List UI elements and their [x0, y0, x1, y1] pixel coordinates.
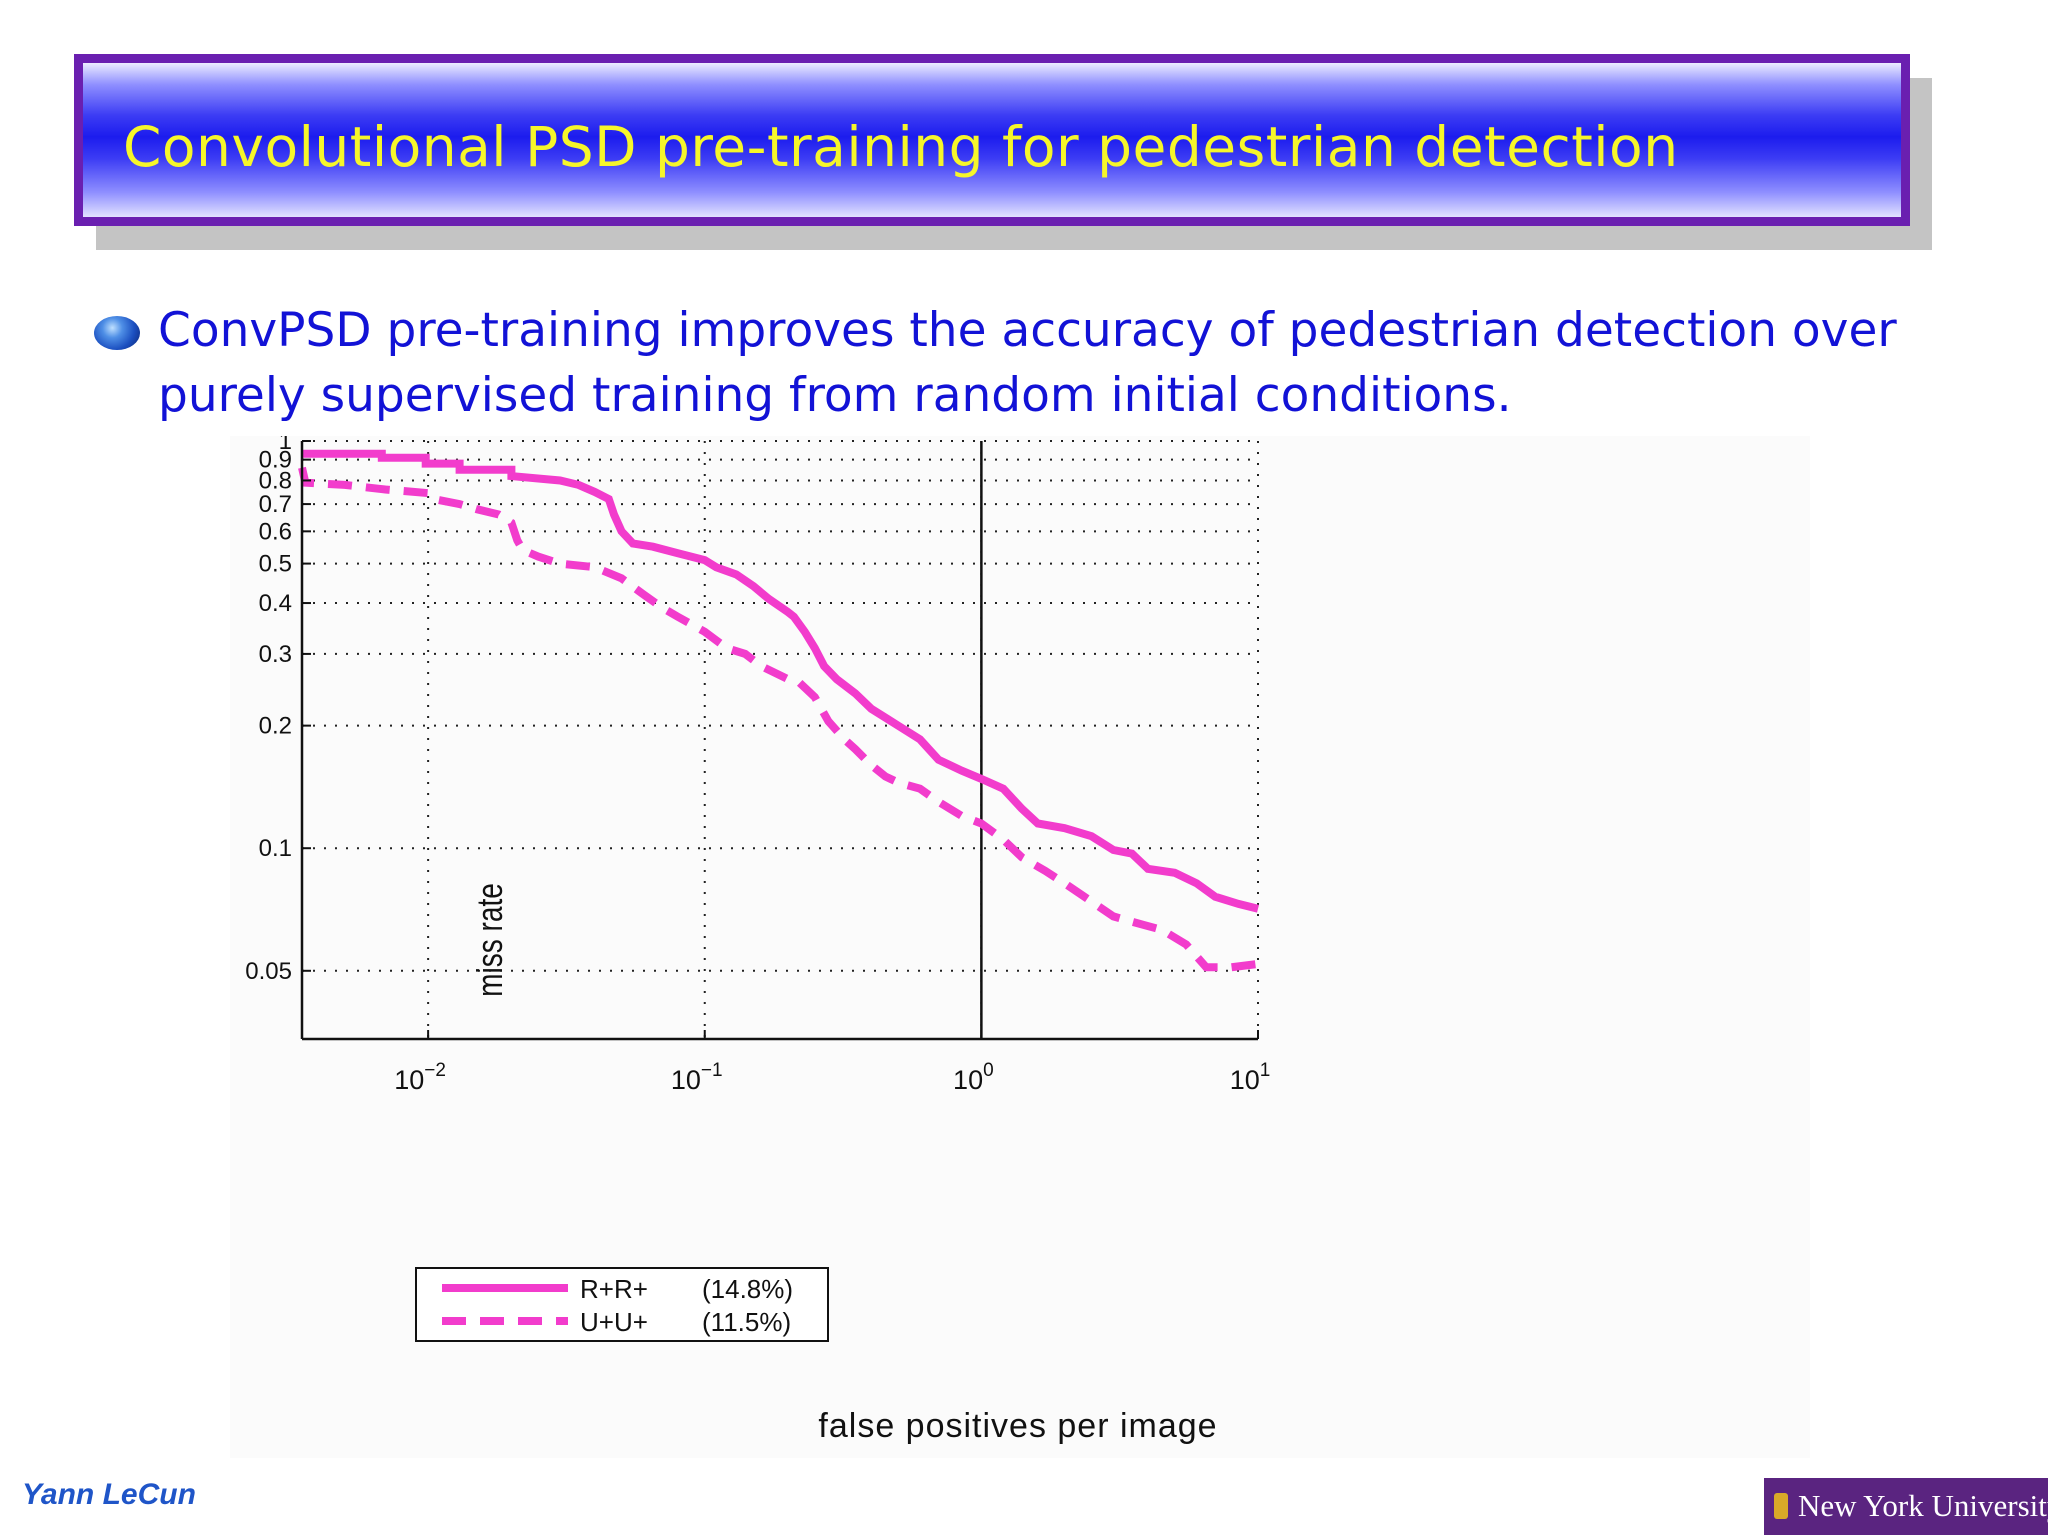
author-name: Yann LeCun	[22, 1478, 196, 1511]
legend-box	[415, 1267, 829, 1342]
legend: R+R+ (14.8%) U+U+ (11.5%)	[415, 1267, 829, 1342]
nyu-wordmark: New York University	[1798, 1488, 2048, 1523]
series-line-rplusrplus	[302, 449, 1259, 913]
title-bar: Convolutional PSD pre-training for pedes…	[74, 54, 1910, 226]
nyu-logo: New York University	[1764, 1478, 2048, 1535]
bullet-text: ConvPSD pre-training improves the accura…	[158, 303, 1897, 423]
slide-title: Convolutional PSD pre-training for pedes…	[123, 115, 1679, 179]
y-tick-label: 0.9	[259, 447, 292, 474]
x-tick-label: 101	[1230, 1060, 1271, 1095]
legend-label-uu: U+U+	[580, 1307, 648, 1337]
y-tick-label: 0.7	[259, 491, 292, 518]
grid-layer	[302, 440, 1259, 1039]
series-layer	[298, 449, 1259, 972]
x-axis-label: false positives per image	[818, 1407, 1217, 1445]
y-tick-label: 0.5	[259, 551, 292, 578]
y-axis-label: miss rate	[470, 883, 510, 997]
ticks-layer: 0.05 0.1 0.2 0.3 0.4 0.5 0.60.70.80.91 10−2 10−1…	[245, 436, 1270, 1095]
torch-icon	[1774, 1493, 1788, 1519]
axes-layer	[300, 440, 1259, 1041]
series-line-uplusuplus	[298, 466, 1259, 972]
legend-value-uu: (11.5%)	[702, 1307, 791, 1337]
y-tick-label: 0.1	[259, 835, 292, 862]
x-tick-label: 10−2	[394, 1060, 446, 1095]
chart-panel: 0.05 0.1 0.2 0.3 0.4 0.5 0.6 0.7 0.8 0.9 1 10−2 10−1…	[230, 436, 1810, 1458]
y-tick-label: 0.4	[259, 590, 292, 617]
y-tick-label: 0.6	[259, 518, 292, 545]
legend-value-rr: (14.8%)	[702, 1274, 793, 1304]
miss-rate-chart: 0.05 0.1 0.2 0.3 0.4 0.5 0.60.70.80.91 10−2 10−1…	[245, 436, 1270, 1445]
legend-label-rr: R+R+	[580, 1274, 648, 1304]
x-tick-label: 100	[953, 1060, 994, 1095]
x-tick-label: 10−1	[671, 1060, 723, 1095]
y-tick-label: 1	[279, 436, 292, 455]
y-tick-label: 0.05	[245, 958, 292, 985]
y-tick-label: 0.3	[259, 641, 292, 668]
y-tick-label: 0.2	[259, 713, 292, 740]
bullet-icon	[94, 316, 140, 350]
y-tick-label: 0.8	[259, 467, 292, 494]
